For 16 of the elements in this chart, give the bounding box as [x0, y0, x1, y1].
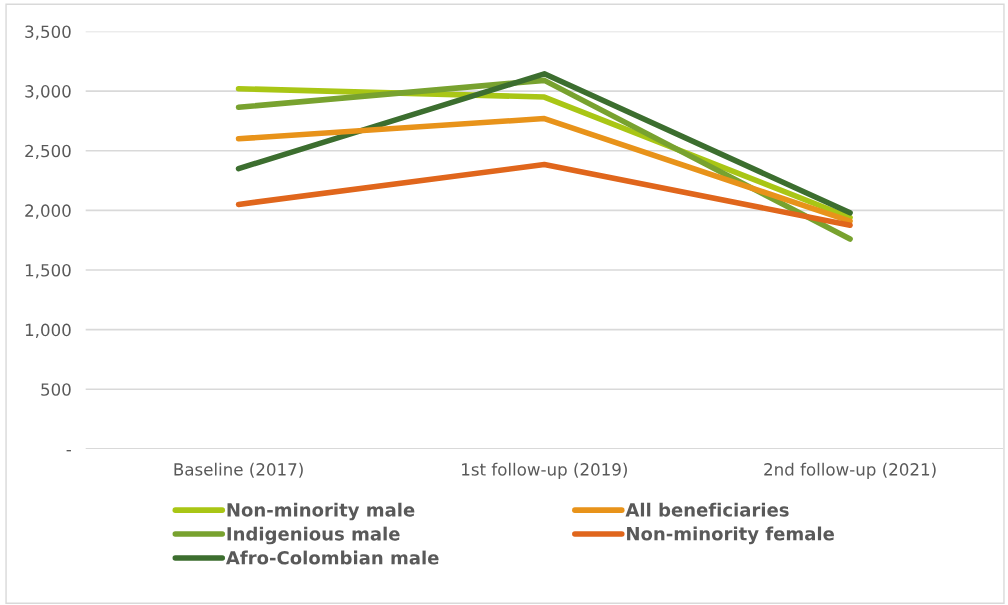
y-tick-label: 3,500	[25, 25, 71, 40]
x-tick-label: Baseline (2017)	[174, 462, 303, 478]
x-tick-label: 2nd follow-up (2021)	[764, 462, 936, 479]
y-tick-label: 500	[41, 383, 71, 396]
legend-label: Non-minority male	[227, 502, 415, 521]
y-tick-label: 3,000	[25, 85, 71, 100]
y-tick-label: 2,000	[25, 204, 71, 219]
x-tick-label: 1st follow-up (2019)	[462, 462, 627, 479]
y-tick-label: 1,500	[25, 263, 71, 279]
y-tick-label: 1,000	[25, 323, 71, 338]
y-tick-label: -	[66, 450, 71, 452]
legend-label: Afro-Colombian male	[225, 550, 439, 565]
legend-label: Indigenious male	[227, 526, 400, 545]
y-tick-label: 2,500	[25, 144, 71, 159]
legend-label: All beneficiaries	[625, 502, 789, 517]
legend-label: Non-minority female	[627, 526, 834, 545]
